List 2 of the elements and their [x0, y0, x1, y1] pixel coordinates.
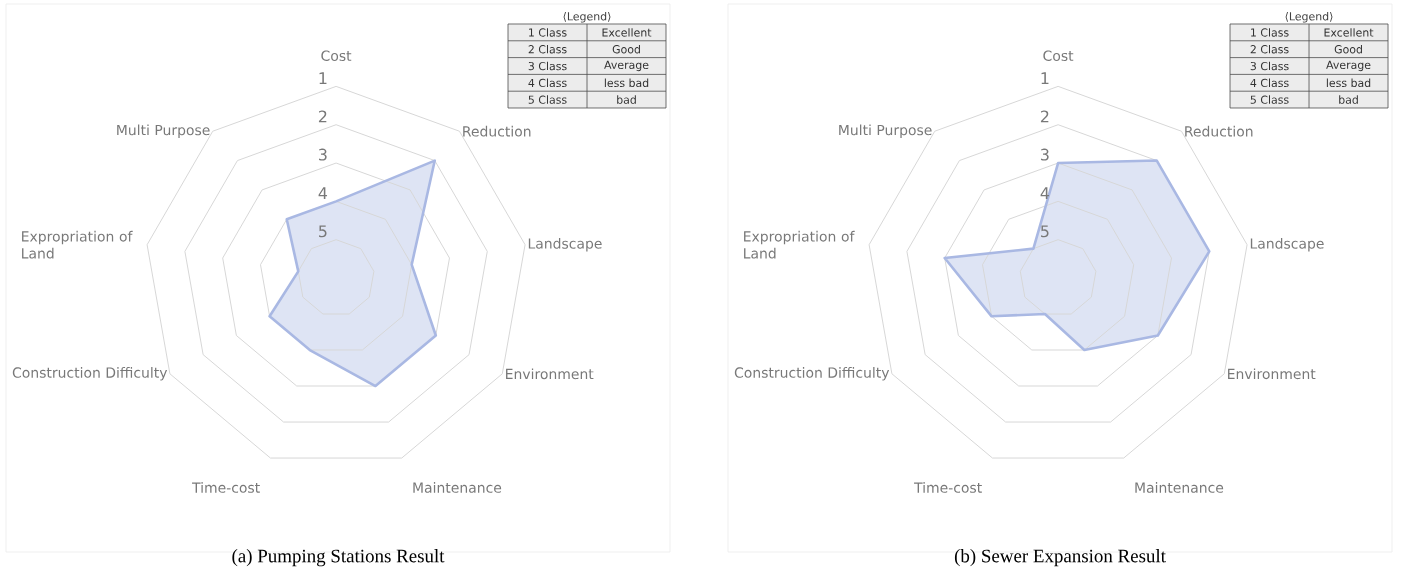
text: (a) Pumping Stations Result	[232, 549, 445, 567]
text: (b) Sewer Expansion Result	[954, 549, 1166, 567]
